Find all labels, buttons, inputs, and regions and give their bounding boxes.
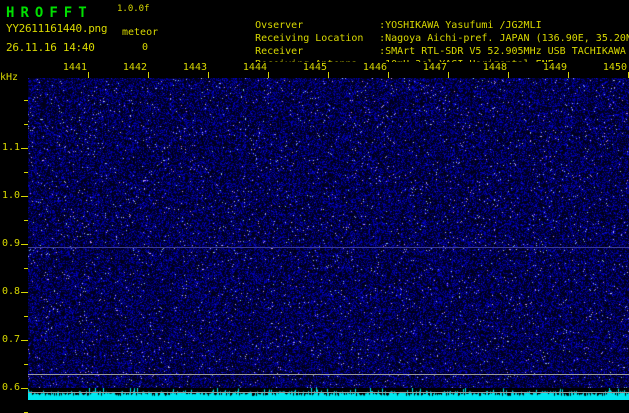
y-tick-minor	[24, 124, 28, 125]
y-tick-major	[21, 340, 28, 341]
info-key: Ovserver	[255, 20, 304, 31]
y-tick-label: 1.1	[1, 142, 20, 153]
app-title-letter: R	[20, 5, 29, 21]
y-tick-minor	[24, 172, 28, 173]
y-tick-major	[21, 388, 28, 389]
x-tick-label: 1444	[242, 62, 267, 73]
info-value: :YOSHIKAWA Yasufumi /JG2MLI	[379, 20, 542, 31]
x-tick	[148, 72, 149, 78]
spectrogram-image	[28, 78, 629, 400]
station-info-block: Ovserver :YOSHIKAWA Yasufumi /JG2MLI Rece…	[178, 3, 629, 70]
threshold-line-upper	[28, 374, 629, 375]
x-tick	[328, 72, 329, 78]
y-tick-major	[21, 292, 28, 293]
info-row: Receiver :SMArt RTL-SDR V5 52.905MHz USB …	[178, 29, 629, 57]
y-tick-label: 0.8	[1, 286, 20, 297]
meteor-count-label: meteor	[122, 27, 159, 38]
info-value: :SMArt RTL-SDR V5 52.905MHz USB TACHIKAW…	[379, 46, 626, 57]
y-tick-minor	[24, 268, 28, 269]
x-tick-label: 1447	[422, 62, 447, 73]
spectrogram-plot: kHz 1.1 1.0 0.9 0.8 0.7 0.6 1441 1442 1443 1444 1…	[0, 62, 629, 413]
y-tick-minor	[24, 316, 28, 317]
x-axis: 1441 1442 1443 1444 1445 1446 1447 1448 1449 1450	[28, 62, 629, 78]
y-tick-label: 0.6	[1, 382, 20, 393]
y-tick-major	[21, 196, 28, 197]
info-row: Receiving Location :Nagoya Aichi-pref. JA…	[178, 16, 629, 44]
x-tick-label: 1441	[62, 62, 87, 73]
x-tick	[568, 72, 569, 78]
x-tick-label: 1443	[182, 62, 207, 73]
y-tick-label: 1.0	[1, 190, 20, 201]
x-tick-label: 1448	[482, 62, 507, 73]
faint-carrier-trace	[28, 247, 629, 248]
info-key: Receiver	[255, 46, 304, 57]
app-title-letter: F	[63, 5, 73, 21]
y-tick-minor	[24, 220, 28, 221]
app-version: 1.0.0f	[117, 4, 150, 14]
x-tick-label: 1450	[602, 62, 627, 73]
app-title-letter: T	[78, 5, 87, 21]
info-row: Ovserver :YOSHIKAWA Yasufumi /JG2MLI	[178, 3, 629, 31]
y-tick-major	[21, 244, 28, 245]
x-tick	[88, 72, 89, 78]
amplitude-strip	[28, 388, 629, 400]
y-axis: kHz 1.1 1.0 0.9 0.8 0.7 0.6	[0, 62, 28, 413]
y-tick-label: 0.9	[1, 238, 20, 249]
info-key: Receiving Location	[255, 33, 364, 44]
x-tick-label: 1445	[302, 62, 327, 73]
app-title-letter: O	[34, 5, 44, 21]
y-tick-major	[21, 148, 28, 149]
y-tick-minor	[24, 100, 28, 101]
y-axis-title: kHz	[0, 72, 19, 83]
app-title-letter: H	[6, 5, 15, 21]
x-tick	[448, 72, 449, 78]
noise-layer	[28, 78, 629, 400]
x-tick-label: 1442	[122, 62, 147, 73]
x-tick	[388, 72, 389, 78]
x-tick	[208, 72, 209, 78]
datetime-label: 26.11.16 14:40	[6, 41, 95, 54]
app-title-letter: F	[49, 5, 58, 21]
x-tick	[268, 72, 269, 78]
x-tick-label: 1446	[362, 62, 387, 73]
y-tick-minor	[24, 364, 28, 365]
x-tick	[508, 72, 509, 78]
x-tick-label: 1449	[542, 62, 567, 73]
threshold-line-lower	[28, 392, 629, 393]
y-tick-label: 0.7	[1, 334, 20, 345]
filename-label: YY2611161440.png	[6, 22, 108, 35]
info-value: :Nagoya Aichi-pref. JAPAN (136.90E, 35.2…	[379, 33, 629, 44]
meteor-count-value: 0	[142, 42, 149, 53]
amplitude-trace	[28, 388, 629, 400]
